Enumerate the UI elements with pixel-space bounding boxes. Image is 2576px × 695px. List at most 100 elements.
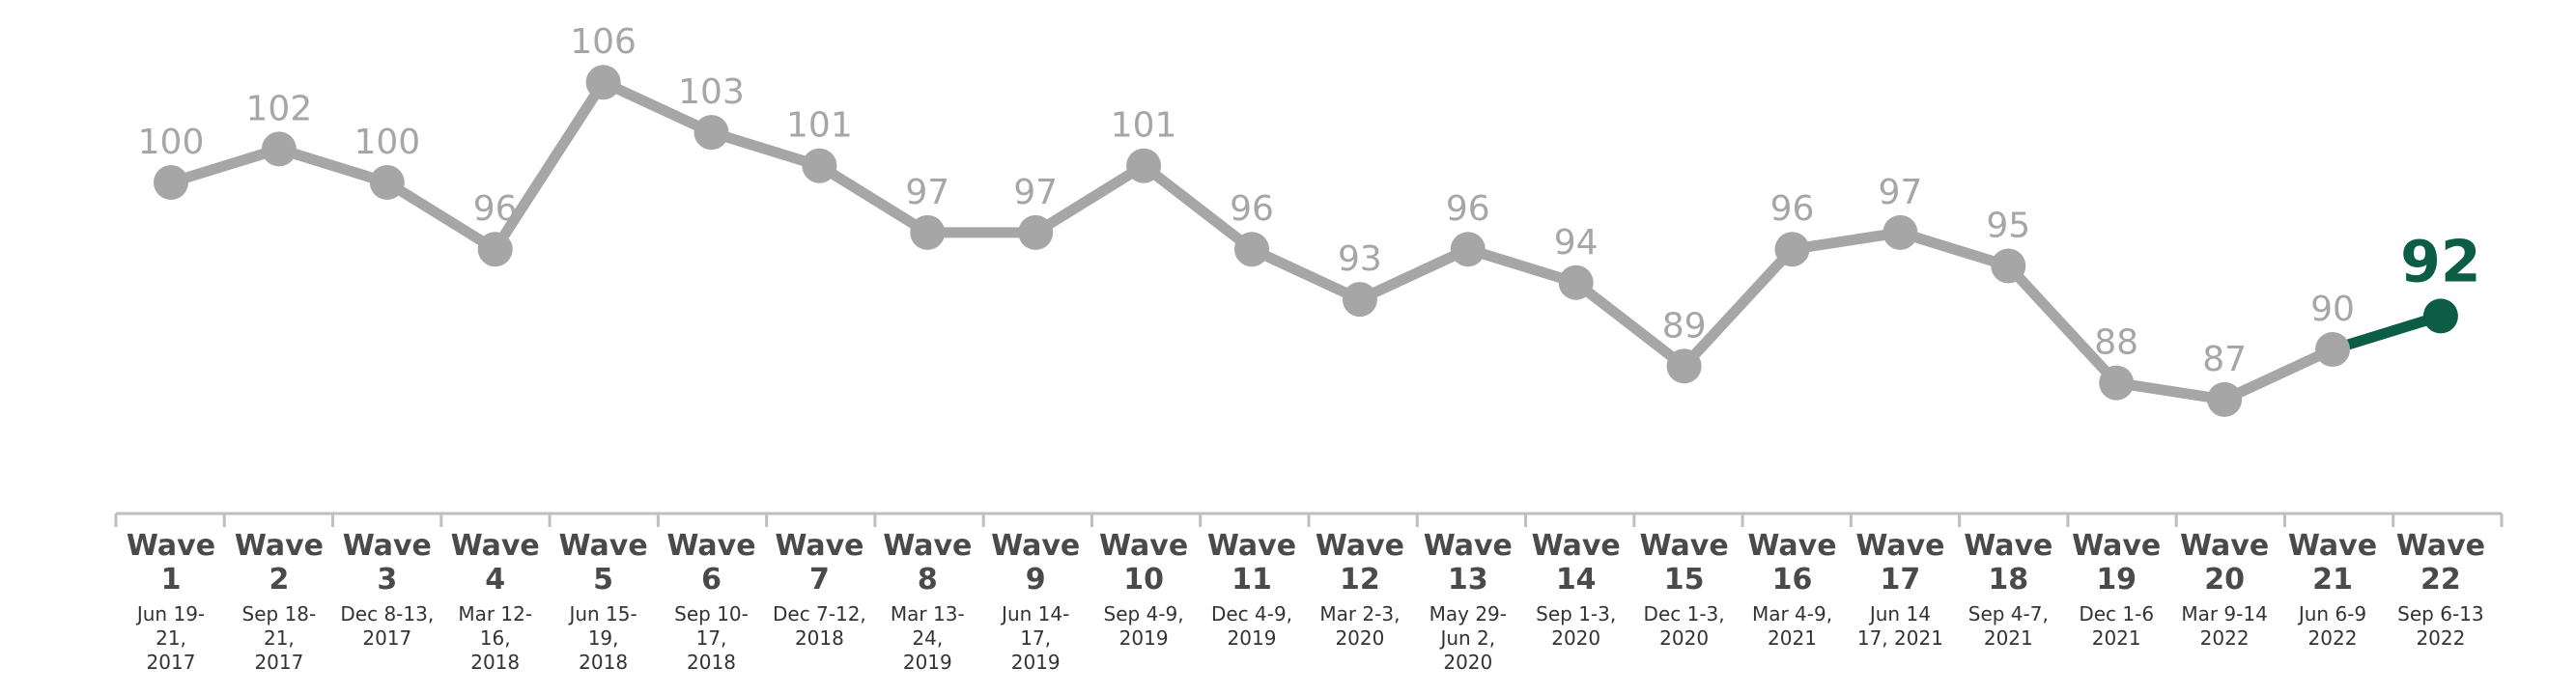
x-tick-label-date: Dec 7-12, (773, 602, 866, 626)
series-line (165, 76, 2447, 405)
data-label: 92 (2400, 228, 2481, 295)
x-tick-label-date: 2019 (1011, 651, 1061, 674)
x-tick-label-date: Sep 6-13 (2397, 602, 2483, 626)
data-label: 96 (1230, 189, 1274, 229)
data-label: 96 (1770, 189, 1815, 229)
data-point (1234, 232, 1269, 267)
data-labels: 100 102 100 96 106 103 101 97 97 101 96 93 96 94 89 96 9… (138, 22, 2481, 379)
data-label: 95 (1986, 207, 2030, 246)
series-segment (382, 177, 501, 255)
x-axis (114, 512, 2504, 527)
x-tick-label-wave-number: 7 (809, 563, 830, 597)
x-tick-label-wave: Wave (451, 529, 540, 563)
data-point (2099, 365, 2135, 401)
x-tick-label-date: 2018 (470, 651, 520, 674)
x-tick-label-wave: Wave (127, 529, 215, 563)
data-label: 90 (2310, 290, 2355, 329)
x-tick-label-date: Sep 1-3, (1536, 602, 1616, 626)
x-tick-label-wave-number: 11 (1231, 563, 1272, 597)
x-tick-label-wave-number: 17 (1881, 563, 1921, 597)
data-label: 101 (1111, 106, 1177, 146)
x-tick-label-wave: Wave (666, 529, 755, 563)
data-point (2207, 381, 2243, 417)
x-tick-label-date: Mar 12- (458, 602, 532, 626)
x-tick-label-date: 24, (912, 626, 943, 650)
data-point (1882, 214, 1918, 250)
x-tick-label-wave-number: 19 (2096, 563, 2137, 597)
series-segment (598, 76, 717, 138)
x-tick-label-wave: Wave (775, 529, 863, 563)
x-tick-label-date: 2019 (1228, 626, 1277, 650)
x-tick-label-wave: Wave (1964, 529, 2052, 563)
x-tick-label-date: Sep 4-9, (1104, 602, 1184, 626)
data-label: 88 (2094, 323, 2138, 363)
series-segment (2327, 310, 2447, 355)
data-label: 101 (786, 106, 853, 146)
data-label: 93 (1338, 239, 1382, 279)
x-tick-label-wave: Wave (2180, 529, 2269, 563)
x-tick-label-date: 17, (1020, 626, 1051, 650)
series-segment (1030, 160, 1149, 238)
data-point (477, 232, 513, 267)
series-segment (165, 143, 285, 188)
series-segment (2002, 261, 2122, 389)
data-label: 100 (354, 123, 420, 162)
x-tick-label-date: 2022 (2308, 626, 2358, 650)
x-tick-label-wave-number: 10 (1123, 563, 1164, 597)
data-point (910, 214, 946, 250)
x-tick-label-wave: Wave (1855, 529, 1944, 563)
x-tick-label-date: 2018 (687, 651, 736, 674)
x-tick-label-date: 2017 (254, 651, 303, 674)
x-tick-label-wave-number: 15 (1664, 563, 1705, 597)
series-segment (1679, 243, 1798, 372)
x-tick-label-date: 2018 (579, 651, 628, 674)
x-tick-label-date: Dec 4-9, (1211, 602, 1292, 626)
series-segment (2219, 344, 2338, 405)
data-point (1774, 232, 1810, 267)
x-tick-label-wave-number: 14 (1556, 563, 1597, 597)
x-tick-label-date: Mar 2-3, (1319, 602, 1400, 626)
x-tick-label-date: 2017 (147, 651, 196, 674)
x-tick-label-date: Mar 4-9, (1752, 602, 1832, 626)
x-tick-label-wave-number: 12 (1340, 563, 1380, 597)
data-label: 97 (1013, 173, 1058, 212)
x-tick-label-wave-number: 20 (2204, 563, 2245, 597)
x-tick-label-date: 2021 (1768, 626, 1817, 650)
series-points (154, 65, 2458, 417)
x-tick-label-wave: Wave (1640, 529, 1729, 563)
x-tick-label-wave: Wave (343, 529, 432, 563)
x-tick-label-wave-number: 1 (161, 563, 182, 597)
x-tick-label-date: Dec 1-3, (1644, 602, 1725, 626)
data-point (1018, 214, 1054, 250)
x-tick-label-wave: Wave (991, 529, 1080, 563)
series-segment (273, 143, 393, 188)
x-tick-label-date: 19, (588, 626, 619, 650)
data-point (1342, 282, 1377, 318)
x-tick-label-date: Jun 14- (1000, 602, 1069, 626)
x-tick-label-wave: Wave (1316, 529, 1404, 563)
data-label: 96 (473, 189, 518, 229)
x-tick-label-wave: Wave (2072, 529, 2161, 563)
x-tick-label-wave-number: 16 (1772, 563, 1813, 597)
x-tick-label-date: 16, (480, 626, 511, 650)
data-point (802, 148, 837, 183)
x-tick-label-wave: Wave (235, 529, 324, 563)
data-label: 106 (570, 22, 637, 62)
series-segment (2110, 377, 2230, 405)
data-point (261, 131, 297, 167)
x-tick-label-date: 2020 (1551, 626, 1600, 650)
x-tick-label-wave-number: 4 (485, 563, 505, 597)
x-tick-label-wave-number: 5 (593, 563, 613, 597)
data-label: 94 (1554, 223, 1599, 263)
x-tick-label-date: Dec 1-6 (2079, 602, 2154, 626)
data-label: 102 (246, 89, 313, 128)
x-tick-label-date: May 29- (1430, 602, 1507, 626)
x-tick-label-wave-number: 18 (1988, 563, 2028, 597)
data-point (154, 165, 188, 200)
series-segment (1787, 227, 1906, 255)
x-tick-label-date: Mar 9-14 (2181, 602, 2267, 626)
data-point (1126, 148, 1162, 183)
x-tick-label-wave-number: 21 (2312, 563, 2353, 597)
x-tick-label-wave: Wave (1747, 529, 1836, 563)
